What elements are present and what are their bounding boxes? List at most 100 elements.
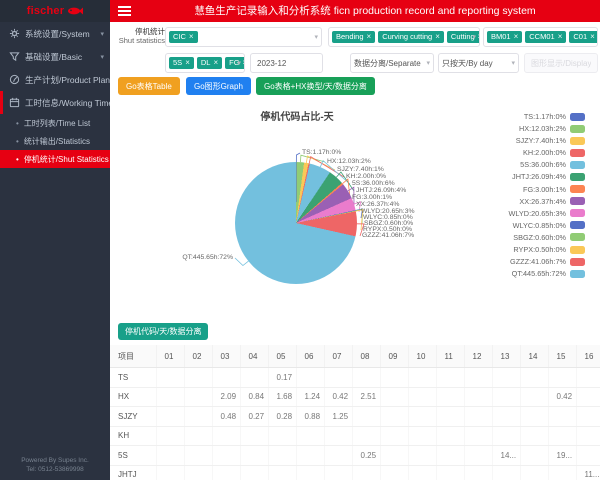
filter-tag[interactable]: Curving cutting × — [378, 31, 444, 43]
tag-close-icon[interactable]: × — [188, 32, 194, 41]
go-table-hx-separate-button[interactable]: Go表格+HX换型/天/数据分离 — [256, 77, 375, 95]
byday-mode-select[interactable]: 只按天/By day ▾ — [438, 53, 519, 73]
value-cell — [408, 367, 437, 388]
sidebar-subitem-shut-statistics[interactable]: • 停机统计/Shut Statistics — [0, 150, 110, 168]
legend-item[interactable]: JHTJ:26.09h:4% — [509, 172, 585, 181]
value-cell — [212, 426, 241, 446]
row-name-cell: JHTJ — [110, 465, 157, 480]
row-name-cell: SJZY — [110, 406, 157, 427]
legend-item[interactable]: SBGZ:0.60h:0% — [509, 233, 585, 242]
go-table-button[interactable]: Go表格Table — [118, 77, 180, 95]
pie-slice-label: HX:12.03h:2% — [327, 158, 371, 165]
sidebar-item-label: 基础设置/Basic — [25, 51, 83, 62]
pie-slice-label: WLYC:0.85h:0% — [363, 214, 413, 221]
table-header-row: 项目0102030405060708091011121314151617 — [110, 345, 600, 368]
filter-tag[interactable]: 5S × — [169, 57, 194, 69]
filter-label-cn: 停机统计 — [135, 27, 165, 36]
value-cell — [324, 445, 353, 466]
legend-item[interactable]: RYPX:0.50h:0% — [509, 245, 585, 254]
legend-item[interactable]: TS:1.17h:0% — [509, 112, 585, 121]
table-column-header: 03 — [212, 345, 241, 368]
legend-swatch — [570, 257, 585, 266]
legend-item[interactable]: WLYD:20.65h:3% — [509, 209, 585, 218]
sidebar-item-label: 生产计划/Product Plan — [25, 74, 111, 85]
tag-close-icon[interactable]: × — [243, 59, 244, 67]
value-cell — [408, 387, 437, 407]
shutdown-day-table: 项目0102030405060708091011121314151617 TS0… — [110, 345, 600, 480]
legend-item[interactable]: SJZY:7.40h:1% — [509, 136, 585, 145]
legend-swatch — [570, 112, 585, 121]
sidebar-subitem-time-list[interactable]: • 工时列表/Time List — [0, 114, 110, 132]
sidebar-item-system[interactable]: 系统设置/System ▾ — [0, 22, 110, 45]
legend-item[interactable]: QT:445.65h:72% — [509, 269, 585, 278]
value-cell — [520, 445, 549, 466]
legend-swatch — [570, 160, 585, 169]
tag-close-icon[interactable]: × — [185, 58, 190, 67]
sidebar-item-label: 工时信息/Working Time — [25, 97, 114, 108]
chart-legend: TS:1.17h:0% HX:12.03h:2% SJZY:7.40h:1% KH:2… — [509, 112, 585, 278]
tag-close-icon[interactable]: × — [366, 32, 372, 41]
pie-slice-label: KH:2.00h:0% — [346, 173, 387, 180]
table-column-header: 12 — [464, 345, 493, 368]
value-cell — [408, 465, 437, 480]
table-column-header: 10 — [408, 345, 437, 368]
filter-tag[interactable]: CIC × — [169, 31, 198, 43]
sidebar-item-working-time[interactable]: 工时信息/Working Time ▴ — [0, 91, 122, 114]
legend-item[interactable]: WLYC:0.85h:0% — [509, 221, 585, 230]
filter-tag[interactable]: DL × — [196, 57, 223, 69]
shutdown-type-select[interactable]: Bending×Curving cutting×Cutting×P×▾ — [328, 27, 480, 47]
legend-item[interactable]: FG:3.00h:1% — [509, 185, 585, 194]
title-bar: 慧鱼生产记录输入和分析系统 ficn production record and… — [110, 0, 600, 22]
separate-mode-select[interactable]: 数据分离/Separate ▾ — [350, 53, 434, 73]
filter-tag[interactable]: C01 × — [569, 31, 597, 43]
legend-item[interactable]: HX:12.03h:2% — [509, 124, 585, 133]
tag-close-icon[interactable]: × — [213, 58, 219, 67]
table-column-header: 04 — [240, 345, 269, 368]
tag-close-icon[interactable]: × — [513, 32, 519, 41]
table-column-header: 06 — [296, 345, 325, 368]
fischer-logo: fischer — [26, 5, 65, 17]
data-table-wrap[interactable]: 项目0102030405060708091011121314151617 TS0… — [110, 345, 600, 480]
sidebar-subitem-statistics[interactable]: • 统计输出/Statistics — [0, 132, 110, 150]
filter-tag[interactable]: Cutting× — [446, 31, 479, 43]
app-title: 慧鱼生产记录输入和分析系统 ficn production record and… — [194, 5, 536, 17]
legend-item[interactable]: XX:26.37h:4% — [509, 197, 585, 206]
tag-close-icon[interactable]: × — [435, 32, 440, 41]
value-cell: 0.28 — [268, 406, 297, 427]
filter-tag[interactable]: FG× — [225, 57, 244, 69]
go-graph-button[interactable]: Go图形Graph — [186, 77, 251, 95]
machine-select[interactable]: BM01×CCM01×C01×C02× — [483, 27, 598, 47]
value-cell — [296, 465, 325, 480]
pie-graphic[interactable] — [235, 162, 357, 284]
filter-tag[interactable]: BM01 × — [487, 31, 523, 43]
legend-item[interactable]: KH:2.00h:0% — [509, 148, 585, 157]
group-select[interactable]: 5S×DL×FG×▾ — [165, 53, 245, 73]
pie-slice-label: SJZY:7.40h:1% — [337, 166, 384, 173]
value-cell — [464, 445, 493, 466]
month-picker-input[interactable] — [250, 53, 323, 73]
value-cell — [296, 445, 325, 466]
sidebar-item-product-plan[interactable]: 生产计划/Product Plan ▾ — [0, 68, 119, 91]
table-column-header: 16 — [576, 345, 600, 368]
value-cell — [352, 465, 381, 480]
tag-close-icon[interactable]: × — [557, 32, 563, 41]
filter-tag[interactable]: CCM01 × — [525, 31, 567, 43]
value-cell — [492, 367, 521, 388]
table-badge-button[interactable]: 停机代码/天/数据分离 — [118, 323, 209, 340]
bullet-icon: • — [16, 118, 19, 128]
shutdown-code-select[interactable]: CIC × ▾ — [165, 27, 322, 47]
hamburger-menu-icon[interactable] — [118, 6, 131, 16]
table-column-header: 15 — [548, 345, 577, 368]
tag-close-icon[interactable]: × — [590, 32, 595, 41]
value-cell — [156, 426, 185, 446]
legend-item[interactable]: 5S:36.00h:6% — [509, 160, 585, 169]
value-cell — [352, 367, 381, 388]
legend-item[interactable]: GZZZ:41.06h:7% — [509, 257, 585, 266]
display-graph-input — [524, 53, 598, 73]
tag-close-icon[interactable]: × — [478, 33, 479, 41]
sidebar-item-basic[interactable]: 基础设置/Basic ▾ — [0, 45, 110, 68]
filter-tag[interactable]: Bending × — [332, 31, 376, 43]
pie-slice-label: WLYD:20.65h:3% — [361, 208, 415, 215]
table-column-header: 09 — [380, 345, 409, 368]
